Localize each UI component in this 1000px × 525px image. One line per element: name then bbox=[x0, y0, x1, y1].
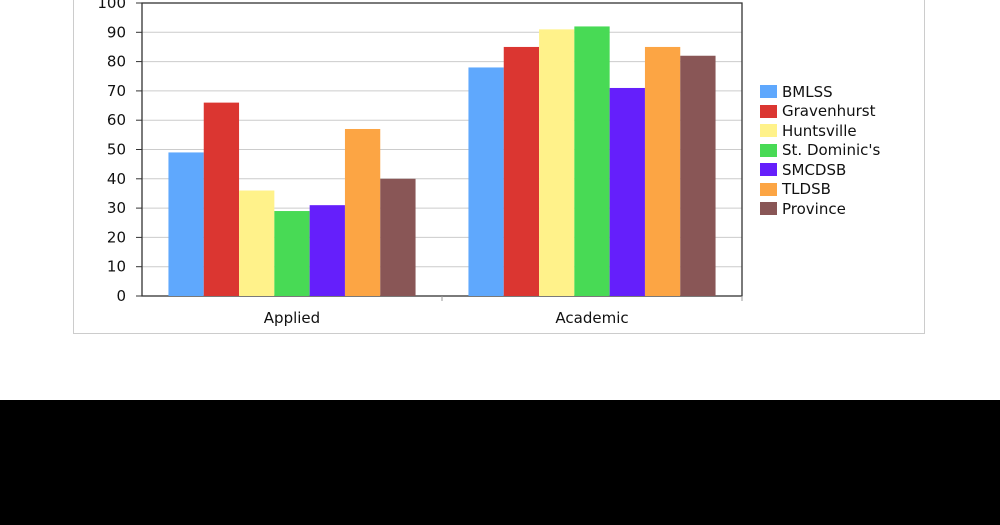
bar-smcdsb-applied bbox=[309, 205, 345, 296]
y-tick-label: 20 bbox=[107, 228, 126, 246]
legend-item: Gravenhurst bbox=[760, 102, 880, 122]
y-tick-label: 30 bbox=[107, 199, 126, 217]
legend-item: St. Dominic's bbox=[760, 141, 880, 161]
y-tick-label: 100 bbox=[97, 0, 126, 12]
x-category-label: Applied bbox=[264, 309, 320, 327]
legend-item: Huntsville bbox=[760, 121, 880, 141]
legend-swatch bbox=[760, 163, 777, 177]
legend-item: TLDSB bbox=[760, 180, 880, 200]
legend-swatch bbox=[760, 202, 777, 216]
bar-huntsville-applied bbox=[239, 190, 275, 296]
black-band bbox=[0, 400, 1000, 525]
legend-swatch bbox=[760, 124, 777, 138]
y-tick-label: 60 bbox=[107, 111, 126, 129]
legend-label: BMLSS bbox=[782, 82, 833, 101]
legend-item: Province bbox=[760, 199, 880, 219]
legend-swatch bbox=[760, 143, 777, 157]
bar-tldsb-academic bbox=[644, 46, 681, 297]
legend-label: St. Dominic's bbox=[782, 141, 881, 160]
legend: BMLSS Gravenhurst Huntsville St. Dominic's S… bbox=[760, 82, 880, 219]
y-tick-label: 80 bbox=[107, 53, 126, 71]
bar-tldsb-applied bbox=[344, 128, 381, 296]
legend-swatch bbox=[760, 85, 777, 99]
y-tick-label: 40 bbox=[107, 170, 126, 188]
bar-gravenhurst-academic bbox=[503, 46, 540, 297]
legend-label: Province bbox=[782, 199, 846, 218]
bar-bmlss-applied bbox=[168, 152, 204, 296]
y-tick-label: 90 bbox=[107, 23, 126, 41]
bar-huntsville-academic bbox=[539, 29, 575, 297]
legend-swatch bbox=[760, 104, 777, 118]
y-tick-label: 10 bbox=[107, 258, 126, 276]
bar-st-dominic-s-academic bbox=[574, 26, 610, 296]
legend-label: Huntsville bbox=[782, 121, 857, 140]
bar-province-academic bbox=[680, 55, 716, 296]
y-tick-label: 0 bbox=[116, 287, 126, 305]
y-tick-label: 50 bbox=[107, 141, 126, 159]
bar-smcdsb-academic bbox=[609, 87, 645, 296]
legend-item: SMCDSB bbox=[760, 160, 880, 180]
legend-swatch bbox=[760, 182, 777, 196]
legend-label: SMCDSB bbox=[782, 160, 847, 179]
legend-label: TLDSB bbox=[782, 180, 831, 199]
bar-st-dominic-s-applied bbox=[274, 211, 310, 296]
y-tick-label: 70 bbox=[107, 82, 126, 100]
x-category-label: Academic bbox=[555, 309, 628, 327]
legend-item: BMLSS bbox=[760, 82, 880, 102]
bar-bmlss-academic bbox=[468, 67, 504, 297]
bar-chart: 0 10 20 30 40 50 60 70 80 90 100 Applied Academic bbox=[97, 0, 743, 327]
legend-label: Gravenhurst bbox=[782, 102, 876, 121]
chart-frame bbox=[73, 0, 925, 334]
bar-province-applied bbox=[380, 178, 416, 296]
bar-gravenhurst-applied bbox=[203, 102, 240, 297]
